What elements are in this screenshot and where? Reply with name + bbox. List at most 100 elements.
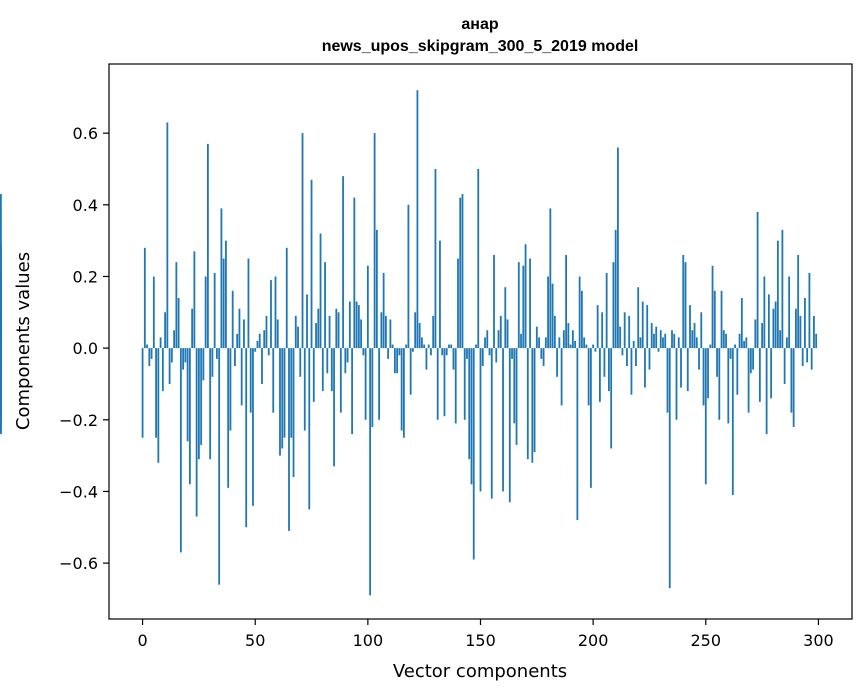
bar: [472, 348, 475, 560]
bar: [152, 276, 155, 349]
bar: [801, 348, 804, 367]
x-tick-label: 150: [465, 631, 496, 650]
bar: [731, 348, 734, 496]
bar: [432, 315, 435, 349]
bar: [216, 348, 218, 359]
bar: [0, 348, 2, 435]
bar: [583, 337, 586, 349]
bar: [749, 348, 752, 374]
y-tick-label: 0.4: [73, 196, 98, 215]
bar: [439, 240, 441, 349]
bar: [344, 348, 347, 374]
bar: [281, 348, 284, 449]
bar: [648, 348, 651, 370]
bar: [342, 176, 344, 349]
bar: [806, 348, 809, 363]
bar: [639, 337, 642, 349]
bar: [569, 344, 572, 349]
bar: [301, 133, 304, 349]
bar: [713, 290, 716, 349]
bar: [186, 348, 189, 442]
y-tick-label: 0.2: [73, 267, 98, 286]
x-tick-label: 0: [137, 631, 147, 650]
bar: [148, 348, 151, 367]
bar: [553, 315, 556, 349]
bar: [795, 308, 797, 349]
bar: [193, 251, 196, 349]
bar: [770, 348, 773, 399]
bar: [761, 323, 764, 349]
bar: [272, 348, 275, 413]
bar: [810, 348, 813, 370]
bar: [531, 348, 534, 463]
bar: [366, 265, 369, 349]
bar: [436, 348, 439, 420]
bar: [240, 348, 243, 406]
bar: [567, 323, 570, 349]
bar: [493, 254, 495, 349]
bar: [380, 312, 383, 349]
x-tick-label: 300: [803, 631, 834, 650]
x-tick-label: 50: [245, 631, 265, 650]
bar: [637, 287, 640, 349]
bar: [709, 344, 712, 349]
bar: [170, 348, 173, 363]
bar: [799, 315, 802, 349]
bar: [488, 348, 491, 356]
bar: [191, 308, 194, 349]
bar: [695, 337, 698, 349]
bar: [317, 308, 320, 349]
bar: [653, 333, 655, 349]
y-tick-label: 0.0: [73, 339, 98, 358]
bar: [756, 211, 759, 349]
bar: [675, 348, 678, 420]
bar: [734, 344, 736, 349]
bar: [605, 272, 608, 349]
x-tick-label: 200: [578, 631, 609, 650]
bar: [175, 262, 178, 349]
bar: [231, 290, 234, 349]
bar: [0, 319, 2, 349]
bar: [511, 348, 513, 359]
bar: [403, 348, 405, 438]
bar: [718, 348, 721, 420]
bar: [481, 348, 484, 367]
bar: [556, 348, 558, 377]
bar: [407, 204, 410, 349]
bar: [292, 348, 295, 478]
bar: [414, 312, 417, 349]
bar: [754, 319, 757, 349]
bar: [405, 344, 408, 349]
bar: [535, 326, 538, 349]
bar: [776, 240, 779, 349]
bar: [603, 348, 606, 377]
bar: [700, 312, 703, 349]
bar: [497, 330, 500, 349]
bar: [635, 348, 637, 367]
bar: [312, 348, 315, 402]
bar: [623, 312, 626, 349]
bar: [177, 297, 180, 349]
bar: [143, 247, 146, 349]
bar: [716, 348, 718, 377]
bar: [225, 240, 227, 349]
bar: [785, 337, 788, 349]
bar: [182, 348, 185, 370]
bar: [468, 348, 471, 460]
y-axis-ticks: −0.6 −0.4 −0.2 0.0 0.2 0.4 0.6: [59, 124, 109, 573]
bar: [159, 337, 162, 349]
bar: [574, 340, 577, 349]
bar: [285, 247, 288, 349]
bar: [454, 348, 457, 424]
bar: [362, 348, 365, 356]
bar: [252, 348, 254, 506]
bar: [524, 244, 527, 349]
bar: [626, 348, 628, 367]
bar: [758, 348, 761, 402]
bar: [141, 348, 144, 438]
bar: [254, 348, 257, 352]
bar: [668, 348, 671, 589]
bar: [664, 333, 667, 349]
bar: [479, 348, 482, 492]
bar: [441, 348, 444, 356]
